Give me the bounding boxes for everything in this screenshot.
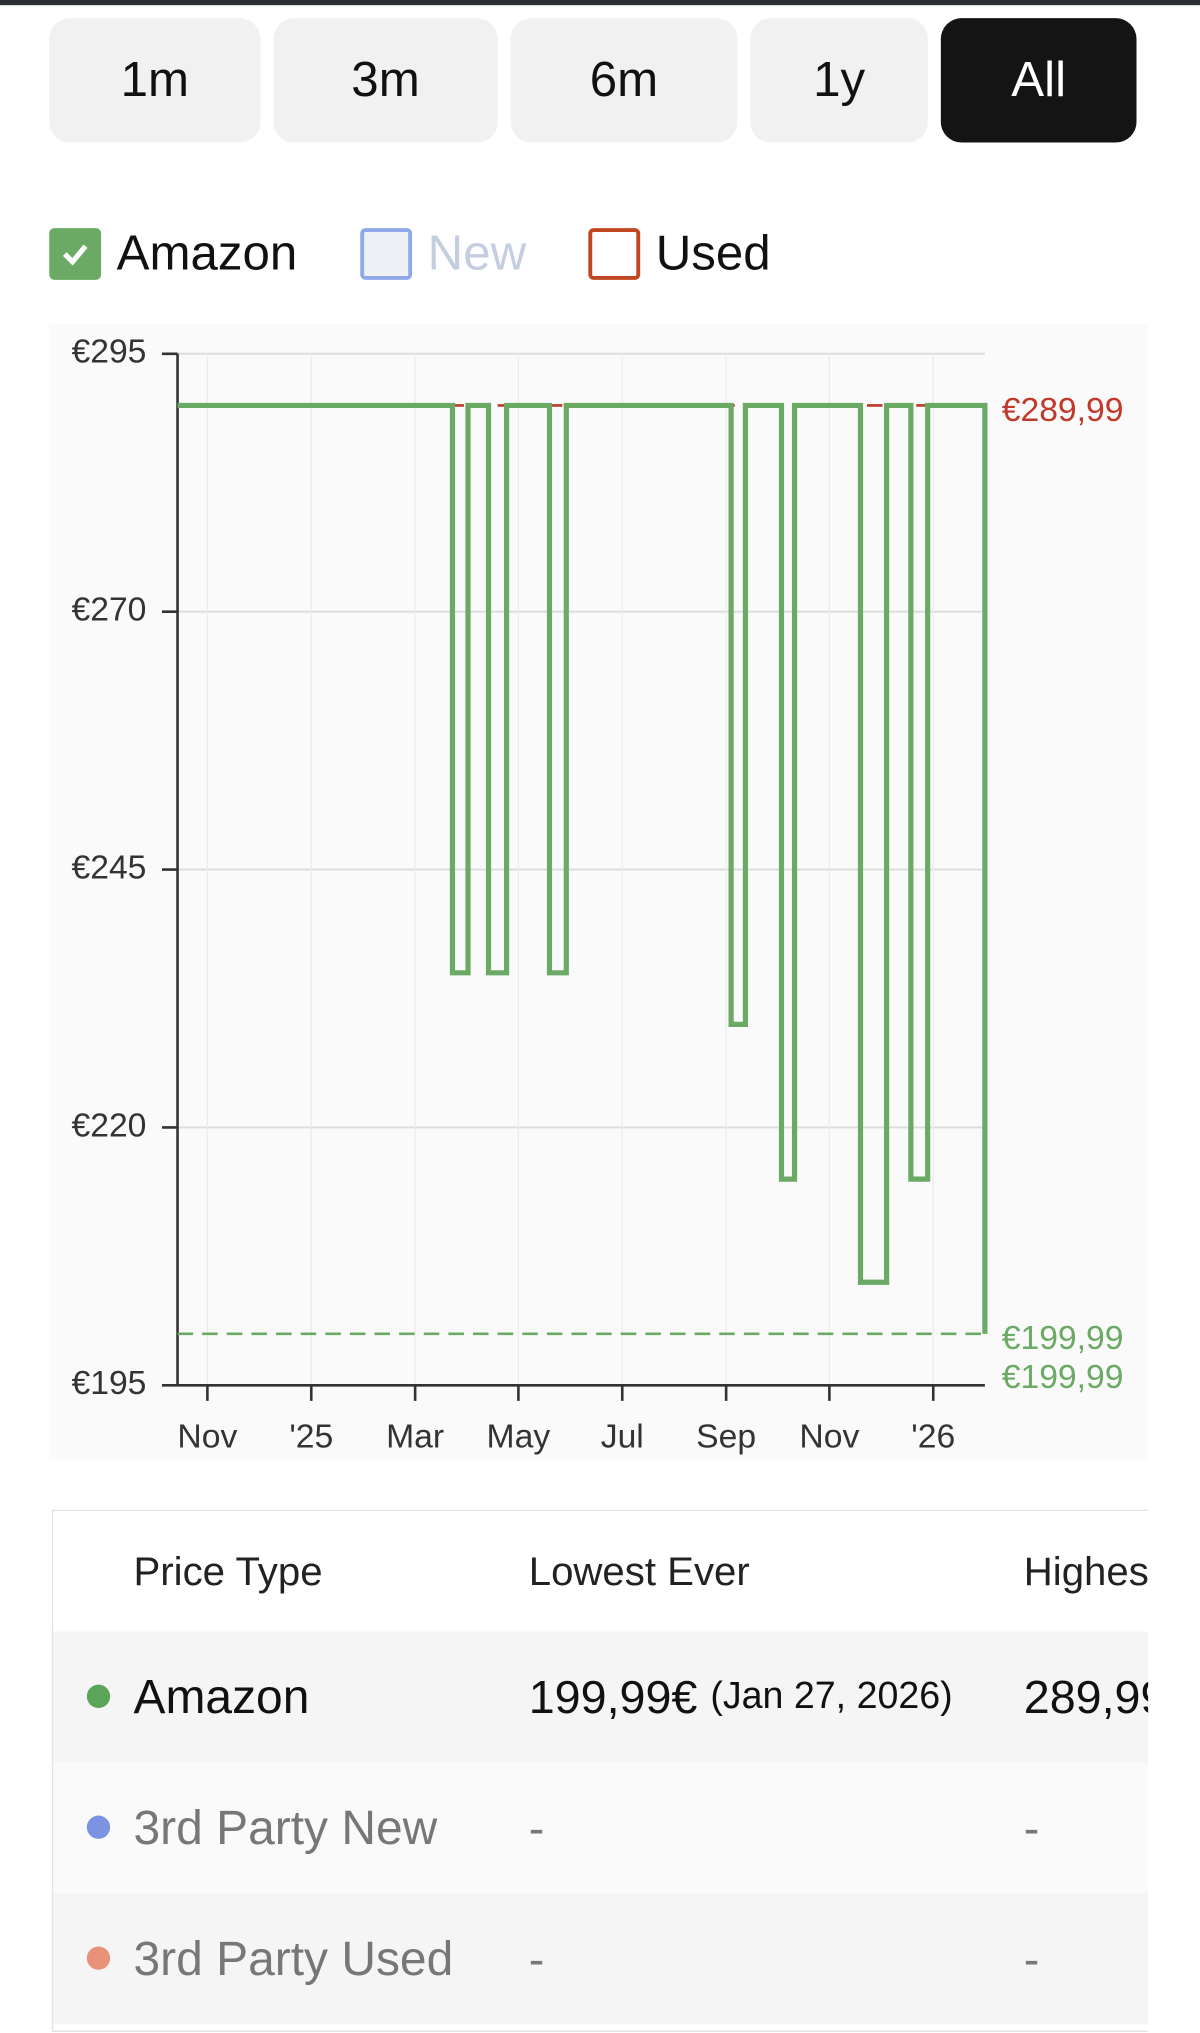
table-header: Price Type Lowest Ever Highest xyxy=(53,1511,1149,1632)
y-tick-label: €245 xyxy=(71,849,146,886)
status-dot xyxy=(86,1815,111,1839)
range-button[interactable]: All xyxy=(940,18,1137,143)
y-tick-label: €270 xyxy=(71,592,146,629)
legend-item[interactable]: Used xyxy=(588,226,771,281)
table-row: Amazon 199,99€ (Jan 27, 2026) 289,99€ xyxy=(53,1631,1149,1763)
range-button[interactable]: 1m xyxy=(49,18,261,143)
checkbox[interactable] xyxy=(588,228,641,280)
status-dot xyxy=(86,1684,111,1708)
price-annotation: €199,99 xyxy=(1002,1320,1124,1357)
x-tick-label: Jul xyxy=(601,1418,644,1455)
range-button[interactable]: 1y xyxy=(750,18,928,143)
range-button[interactable]: 3m xyxy=(273,18,498,143)
x-tick-label: Nov xyxy=(177,1418,237,1455)
lowest-price: - xyxy=(528,1800,545,1854)
checkbox[interactable] xyxy=(360,228,413,280)
price-annotation: €289,99 xyxy=(1002,392,1124,429)
x-tick-label: '26 xyxy=(911,1418,955,1455)
price-type: Amazon xyxy=(133,1669,310,1723)
price-chart: €195 €220 €245 €270 €295 Nov '25 Mar May Jul Sep No… xyxy=(49,323,1149,1460)
lowest-cell: - xyxy=(529,1762,545,1893)
price-table: Price Type Lowest Ever Highest Amazon 199,99… xyxy=(51,1509,1149,2032)
x-tick-label: May xyxy=(487,1418,551,1455)
lowest-price: - xyxy=(528,1931,545,1985)
table-row: 3rd Party New - - xyxy=(53,1762,1149,1894)
y-tick-label: €195 xyxy=(71,1365,146,1402)
lowest-price: 199,99€ xyxy=(528,1669,698,1723)
checkbox[interactable] xyxy=(49,228,102,280)
lowest-date: (Jan 27, 2026) xyxy=(710,1675,953,1718)
legend-item[interactable]: Amazon xyxy=(49,226,298,281)
lowest-cell: - xyxy=(529,1893,545,2024)
range-button[interactable]: 6m xyxy=(510,18,738,143)
legend-label: Amazon xyxy=(116,226,298,281)
chart-background xyxy=(49,323,1149,1460)
price-type: 3rd Party Used xyxy=(133,1931,454,1985)
legend-label: Used xyxy=(655,226,771,281)
header-cell: Lowest Ever xyxy=(528,1547,750,1594)
highest-price: 289,99€ xyxy=(1023,1669,1148,1723)
highest-price: - xyxy=(1023,1800,1040,1854)
check-mark xyxy=(62,244,88,266)
status-dot xyxy=(86,1946,111,1970)
x-tick-label: Nov xyxy=(799,1418,859,1455)
price-line xyxy=(177,402,988,1334)
x-tick-label: Sep xyxy=(696,1418,756,1455)
y-tick-label: €220 xyxy=(71,1107,146,1144)
legend-label: New xyxy=(427,226,527,281)
x-tick-label: '25 xyxy=(289,1418,333,1455)
legend-item[interactable]: New xyxy=(360,226,527,281)
price-type: 3rd Party New xyxy=(133,1800,438,1854)
table-row: 3rd Party Used - - xyxy=(53,1893,1149,2025)
lowest-cell: 199,99€ (Jan 27, 2026) xyxy=(529,1632,953,1763)
price-annotation: €199,99 xyxy=(1002,1359,1124,1396)
highest-price: - xyxy=(1023,1931,1040,1985)
x-tick-label: Mar xyxy=(386,1418,444,1455)
y-tick-label: €295 xyxy=(71,334,146,371)
header-cell: Highest xyxy=(1023,1547,1149,1594)
header-cell: Price Type xyxy=(133,1547,323,1594)
top-bar xyxy=(0,0,1200,6)
